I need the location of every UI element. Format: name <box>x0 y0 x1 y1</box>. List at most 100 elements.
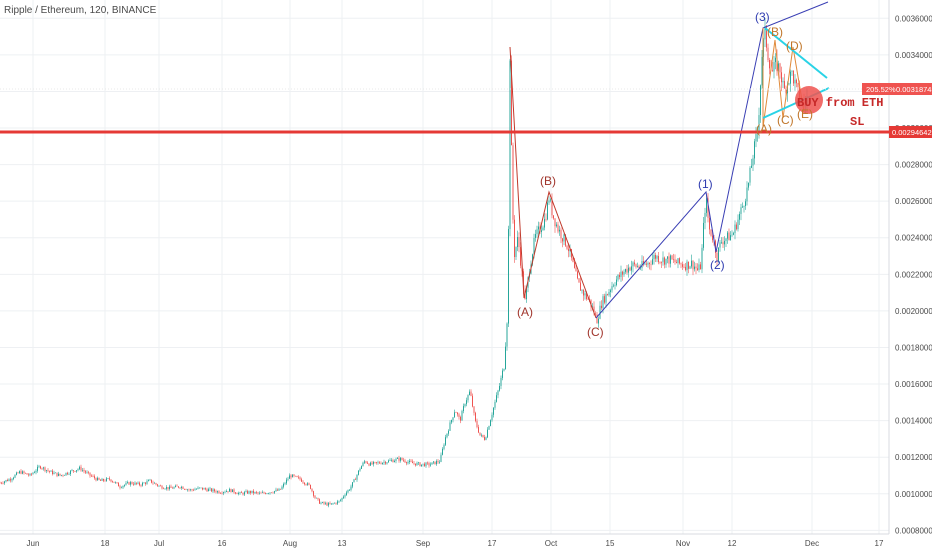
candle-body <box>95 478 97 481</box>
candle-body <box>5 480 7 482</box>
candle-body <box>317 497 319 500</box>
candle-body <box>752 158 754 166</box>
sl-price-tag: 0.00294642 <box>889 126 932 138</box>
candle-body <box>194 489 196 491</box>
candle-body <box>157 484 158 486</box>
current-price-tag: 205.52% 0.00318743 <box>862 83 932 95</box>
candle-body <box>395 458 397 461</box>
candle-body <box>683 266 685 268</box>
candle-body <box>679 258 680 264</box>
candle-body <box>584 293 586 296</box>
candle-body <box>155 483 157 485</box>
candle-body <box>389 460 391 461</box>
candle-body <box>353 479 355 483</box>
candle-body <box>58 473 59 476</box>
wave-label-red-a: (A) <box>517 305 533 319</box>
candle-body <box>331 503 332 505</box>
candle-body <box>457 412 458 415</box>
candle-body <box>74 471 76 472</box>
candle-body <box>658 256 659 263</box>
candle-body <box>275 489 277 492</box>
candle-body <box>506 323 508 347</box>
candle-body <box>688 261 689 269</box>
candle-body <box>628 267 629 273</box>
candle-body <box>161 485 163 489</box>
candle-body <box>37 466 38 471</box>
candle-body <box>344 495 346 497</box>
candle-body <box>667 256 668 259</box>
candle-body <box>212 489 214 492</box>
candle-body <box>263 492 265 494</box>
candle-body <box>505 346 506 370</box>
candle-body <box>349 489 350 491</box>
candle-body <box>409 460 410 463</box>
candle-body <box>491 414 493 421</box>
candle-body <box>383 461 385 463</box>
candle-body <box>644 263 646 265</box>
candle-body <box>725 238 727 241</box>
candle-body <box>319 499 320 504</box>
candle-body <box>554 218 556 227</box>
candle-body <box>620 271 622 278</box>
candle-body <box>602 296 604 309</box>
candle-body <box>716 252 718 261</box>
candle-body <box>364 461 365 463</box>
candle-body <box>419 462 421 467</box>
candle-body <box>145 482 146 484</box>
candle-body <box>590 299 592 307</box>
candle-body <box>230 488 232 493</box>
candle-body <box>424 463 425 467</box>
candle-body <box>734 224 736 234</box>
candle-body <box>538 226 539 230</box>
candle-body <box>736 224 737 230</box>
candle-body <box>412 461 413 464</box>
candle-body <box>178 486 179 488</box>
candle-body <box>466 400 467 405</box>
candle-body <box>670 255 671 264</box>
candle-body <box>578 278 580 283</box>
candle-body <box>367 462 368 464</box>
candle-body <box>41 468 43 470</box>
candle-body <box>71 470 73 471</box>
candle-body <box>662 257 664 263</box>
candle-body <box>67 472 68 475</box>
candle-body <box>548 200 550 203</box>
candle-body <box>722 242 724 245</box>
candle-body <box>583 289 584 296</box>
candle-body <box>146 481 148 484</box>
candle-body <box>250 491 251 493</box>
candle-body <box>760 85 761 116</box>
candle-body <box>38 466 40 467</box>
candle-body <box>407 462 409 464</box>
candle-body <box>608 291 610 296</box>
candle-body <box>97 477 98 481</box>
candle-body <box>326 503 328 506</box>
candle-body <box>185 489 187 490</box>
candle-body <box>536 229 538 235</box>
candle-body <box>397 457 398 459</box>
candle-body <box>463 406 464 412</box>
candle-body <box>217 491 218 493</box>
candle-body <box>380 463 382 465</box>
candle-body <box>730 235 731 241</box>
candle-body <box>116 482 118 483</box>
candle-body <box>508 229 509 324</box>
candle-body <box>776 57 778 72</box>
candle-body <box>163 488 164 490</box>
candle-body <box>721 242 722 243</box>
candle-body <box>674 259 676 263</box>
candle-body <box>334 502 335 504</box>
candle-body <box>580 282 581 291</box>
candle-body <box>557 224 559 232</box>
candle-body <box>376 461 377 463</box>
x-tick-label: 16 <box>218 539 227 548</box>
candle-body <box>2 483 4 484</box>
candle-body <box>698 264 700 270</box>
candle-body <box>202 487 203 490</box>
candle-body <box>434 461 436 465</box>
candle-body <box>439 461 440 463</box>
